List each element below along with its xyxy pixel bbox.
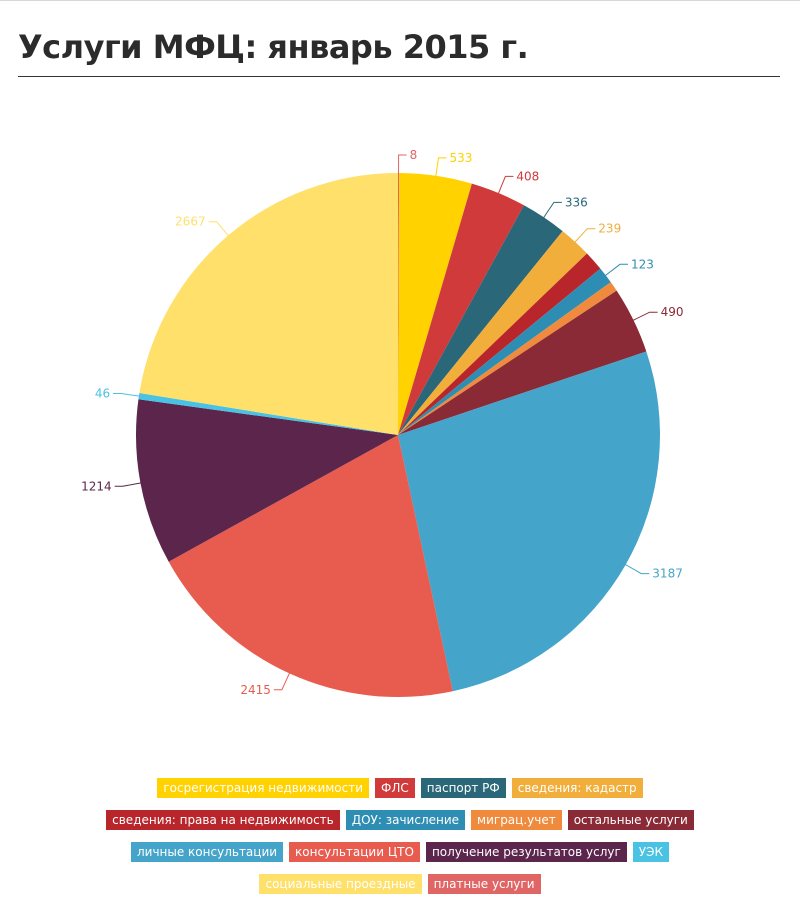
data-label: 2667 <box>175 215 206 229</box>
data-label-connector <box>631 311 658 322</box>
legend-entry: платные услуги <box>427 874 541 894</box>
data-label: 46 <box>95 387 110 401</box>
data-label-connector <box>114 482 143 487</box>
pie-slice <box>398 268 611 435</box>
pie-slice <box>398 173 472 435</box>
data-label: 533 <box>450 151 473 165</box>
data-label: 8 <box>410 148 418 162</box>
data-label-connector <box>542 201 562 220</box>
pie-slice <box>398 205 563 435</box>
data-label: 3187 <box>652 567 683 581</box>
pie-chart: 8 533 408 336 239 123 490 3187 2415 1214 46 2667 <box>81 148 684 698</box>
top-border <box>0 0 800 1</box>
legend-entry: сведения: права на недвижимость <box>106 810 340 830</box>
legend-entry: миграц.учет <box>471 810 562 830</box>
data-label-connector <box>623 563 650 575</box>
pie-slice <box>398 282 617 435</box>
pie-slice <box>398 172 400 436</box>
data-label-connector <box>398 154 407 176</box>
legend-entry: социальные проездные <box>259 874 422 894</box>
data-label: 490 <box>661 305 684 319</box>
legend-entry: ДОУ: зачисление <box>345 810 466 830</box>
legend-entry: личные консультации <box>130 842 284 862</box>
data-label-connector <box>113 393 141 397</box>
legend-entry: консультации ЦТО <box>289 842 420 862</box>
legend-entry: госрегистрация недвижимости <box>157 778 370 798</box>
data-label: 239 <box>598 222 621 236</box>
data-label: 408 <box>516 169 539 183</box>
chart-legend: госрегистрация недвижимости ФЛС паспорт РФ… <box>30 778 770 894</box>
legend-entry: сведения: кадастр <box>511 778 643 798</box>
data-label: 123 <box>631 257 654 271</box>
data-label: 336 <box>565 195 588 209</box>
data-label-connector <box>208 221 230 238</box>
page-title: Услуги МФЦ: январь 2015 г. <box>18 28 529 66</box>
pie-slice <box>398 253 601 435</box>
pie-slice <box>139 172 398 435</box>
pie-slice <box>138 392 398 435</box>
pie-slice <box>136 399 398 562</box>
legend-entry: УЭК <box>632 842 670 862</box>
legend-entry: остальные услуги <box>567 810 694 830</box>
data-label-connector <box>435 157 447 178</box>
pie-slice <box>398 183 524 435</box>
data-label: 1214 <box>81 479 112 493</box>
data-label-connector <box>273 671 291 691</box>
data-label-connector <box>497 175 514 196</box>
pie-slice <box>168 435 453 698</box>
legend-entry: получение результатов услуг <box>425 842 627 862</box>
pie-slice <box>398 231 587 435</box>
title-underline <box>18 76 780 77</box>
pie-slice <box>398 351 660 692</box>
data-label-connector <box>603 263 628 277</box>
legend-entry: паспорт РФ <box>420 778 506 798</box>
data-label: 2415 <box>240 683 271 697</box>
pie-slice <box>398 290 647 435</box>
legend-entry: ФЛС <box>375 778 415 798</box>
data-label-connector <box>573 228 596 244</box>
